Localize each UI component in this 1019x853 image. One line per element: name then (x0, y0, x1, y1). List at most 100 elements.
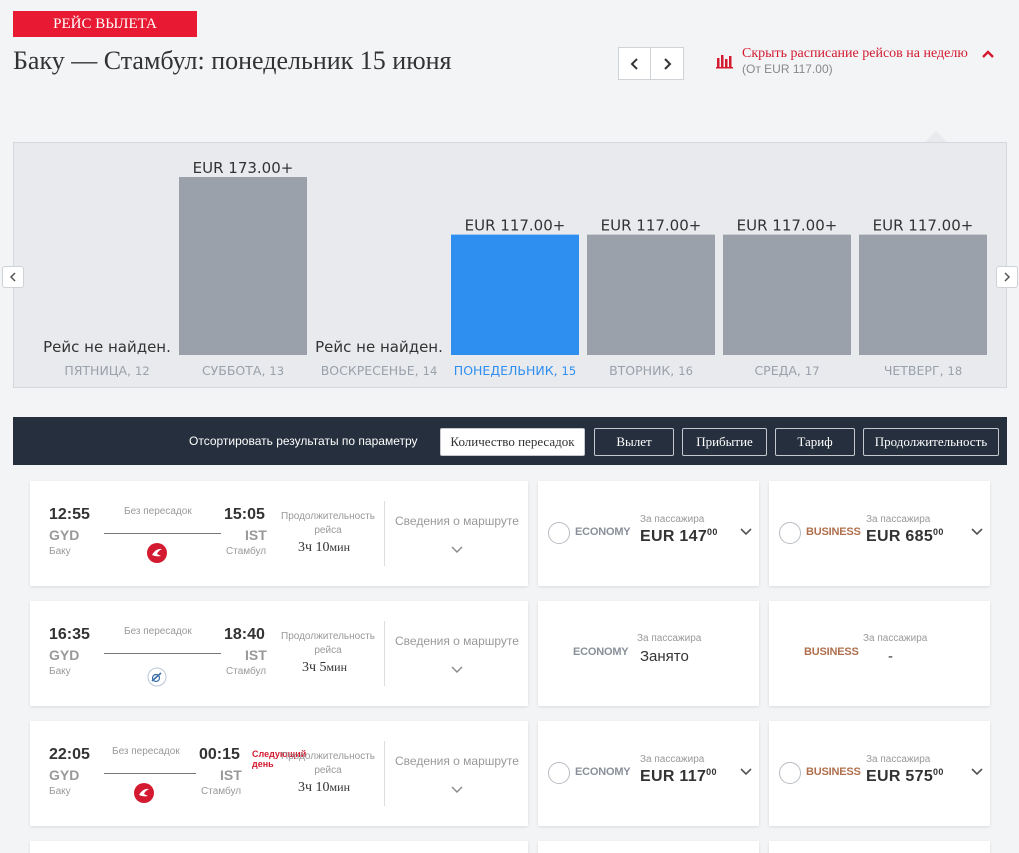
business-label: BUSINESS (804, 646, 859, 658)
price-bar[interactable] (723, 234, 851, 355)
business-fare-card: BUSINESS За пассажира - (769, 601, 990, 706)
no-flight-label: Рейс не найден. (43, 338, 171, 356)
route-details-link[interactable]: Сведения о маршруте (395, 514, 519, 528)
economy-label: ECONOMY (575, 766, 631, 778)
arrival-city: Стамбул (226, 546, 267, 557)
chevron-down-icon[interactable] (739, 767, 753, 777)
departure-city: Баку (49, 546, 71, 557)
economy-radio[interactable] (548, 522, 570, 544)
arrival-time: 15:05 (224, 506, 265, 523)
turkish-airlines-logo-icon (134, 783, 154, 803)
day-label: ПЯТНИЦА, 12 (64, 363, 149, 378)
per-passenger-label: За пассажира (637, 633, 702, 644)
week-schedule-toggle[interactable]: Скрыть расписание рейсов на неделю (От E… (716, 46, 968, 77)
route-line (104, 773, 196, 774)
arrival-time: 00:15 (199, 746, 240, 763)
economy-label: ECONOMY (573, 646, 629, 658)
business-radio[interactable] (779, 522, 801, 544)
economy-radio[interactable] (548, 762, 570, 784)
stops-label: Без пересадок (112, 746, 180, 757)
economy-fare-card: ECONOMY За пассажира Занято (538, 601, 759, 706)
duration-value: 3ч 10мин (298, 780, 350, 795)
business-price: EUR 68500 (866, 527, 944, 545)
business-price: EUR 57500 (866, 767, 944, 785)
sort-by-stops-button[interactable]: Количество пересадок (440, 428, 585, 456)
departure-time: 22:05 (49, 746, 90, 763)
next-day-button[interactable] (651, 47, 684, 80)
route-details-link[interactable]: Сведения о маршруте (395, 754, 519, 768)
per-passenger-label: За пассажира (640, 754, 705, 765)
week-prev-button[interactable] (2, 266, 24, 288)
chevron-down-icon[interactable] (450, 785, 464, 795)
price-bar[interactable] (179, 177, 307, 355)
stops-label: Без пересадок (124, 626, 192, 637)
route-line (104, 653, 221, 654)
price-bar[interactable] (859, 234, 987, 355)
route-details-link[interactable]: Сведения о маршруте (395, 634, 519, 648)
sort-by-arrival-button[interactable]: Прибытие (682, 428, 767, 456)
bar-price-label: EUR 117.00+ (465, 217, 566, 235)
day-label: СРЕДА, 17 (754, 363, 819, 378)
per-passenger-label: За пассажира (640, 514, 705, 525)
economy-price: EUR 14700 (640, 527, 718, 545)
week-min-price: (От EUR 117.00) (742, 62, 833, 76)
bar-price-label: EUR 117.00+ (601, 217, 702, 235)
departure-airport: GYD (49, 647, 80, 663)
economy-fare-card[interactable]: ECONOMY За пассажира EUR 11700 (538, 721, 759, 826)
flight-row-partial[interactable] (30, 841, 528, 853)
sort-label: Отсортировать результаты по параметру (189, 434, 418, 448)
business-status: - (888, 648, 893, 665)
day-label: ПОНЕДЕЛЬНИК, 15 (454, 363, 576, 378)
sort-by-duration-button[interactable]: Продолжительность (863, 428, 999, 456)
day-label: СУББОТА, 13 (202, 363, 284, 378)
week-panel-pointer (925, 131, 947, 142)
day-label: ЧЕТВЕРГ, 18 (884, 363, 962, 378)
bar-price-label: EUR 173.00+ (193, 159, 294, 177)
per-passenger-label: За пассажира (866, 514, 931, 525)
day-label: ВОСКРЕСЕНЬЕ, 14 (321, 363, 438, 378)
sort-by-departure-button[interactable]: Вылет (594, 428, 674, 456)
departure-time: 16:35 (49, 626, 90, 643)
chevron-down-icon[interactable] (739, 527, 753, 537)
flight-row[interactable]: 16:35 GYD Баку Без пересадок 18:40 IST С… (30, 601, 528, 706)
week-next-button[interactable] (996, 266, 1018, 288)
chevron-down-icon[interactable] (970, 527, 984, 537)
duration-label: Продолжительность рейса (281, 631, 375, 656)
flight-direction-badge: РЕЙС ВЫЛЕТА (13, 11, 197, 37)
chevron-down-icon[interactable] (450, 665, 464, 675)
flight-row[interactable]: 22:05 GYD Баку Без пересадок 00:15 IST С… (30, 721, 528, 826)
bar-chart-icon (716, 55, 733, 69)
per-passenger-label: За пассажира (863, 633, 928, 644)
departure-time: 12:55 (49, 506, 90, 523)
flight-row[interactable]: 12:55 GYD Баку Без пересадок 15:05 IST С… (30, 481, 528, 586)
divider (384, 741, 385, 806)
chevron-up-icon[interactable] (981, 48, 995, 60)
departure-city: Баку (49, 666, 71, 677)
chevron-left-icon (9, 272, 16, 282)
duration-value: 3ч 5мин (302, 660, 347, 675)
departure-airport: GYD (49, 527, 80, 543)
arrival-city: Стамбул (201, 786, 242, 797)
bar-price-label: EUR 117.00+ (737, 217, 838, 235)
date-pager (618, 47, 684, 80)
chevron-down-icon[interactable] (970, 767, 984, 777)
departure-airport: GYD (49, 767, 80, 783)
chevron-down-icon[interactable] (450, 545, 464, 555)
business-radio[interactable] (779, 762, 801, 784)
business-fare-card[interactable]: BUSINESS За пассажира EUR 57500 (769, 721, 990, 826)
arrival-time: 18:40 (224, 626, 265, 643)
turkish-airlines-logo-icon (147, 543, 167, 563)
arrival-airport: IST (245, 527, 267, 543)
price-bar[interactable] (587, 234, 715, 355)
business-fare-card-partial[interactable] (769, 841, 990, 853)
prev-day-button[interactable] (618, 47, 651, 80)
business-label: BUSINESS (806, 526, 861, 538)
stops-label: Без пересадок (124, 506, 192, 517)
sort-bar: Отсортировать результаты по параметру Ко… (13, 417, 1007, 465)
sort-by-fare-button[interactable]: Тариф (775, 428, 855, 456)
per-passenger-label: За пассажира (866, 754, 931, 765)
price-bar[interactable] (451, 234, 579, 355)
business-fare-card[interactable]: BUSINESS За пассажира EUR 68500 (769, 481, 990, 586)
economy-fare-card[interactable]: ECONOMY За пассажира EUR 14700 (538, 481, 759, 586)
economy-fare-card-partial[interactable] (538, 841, 759, 853)
